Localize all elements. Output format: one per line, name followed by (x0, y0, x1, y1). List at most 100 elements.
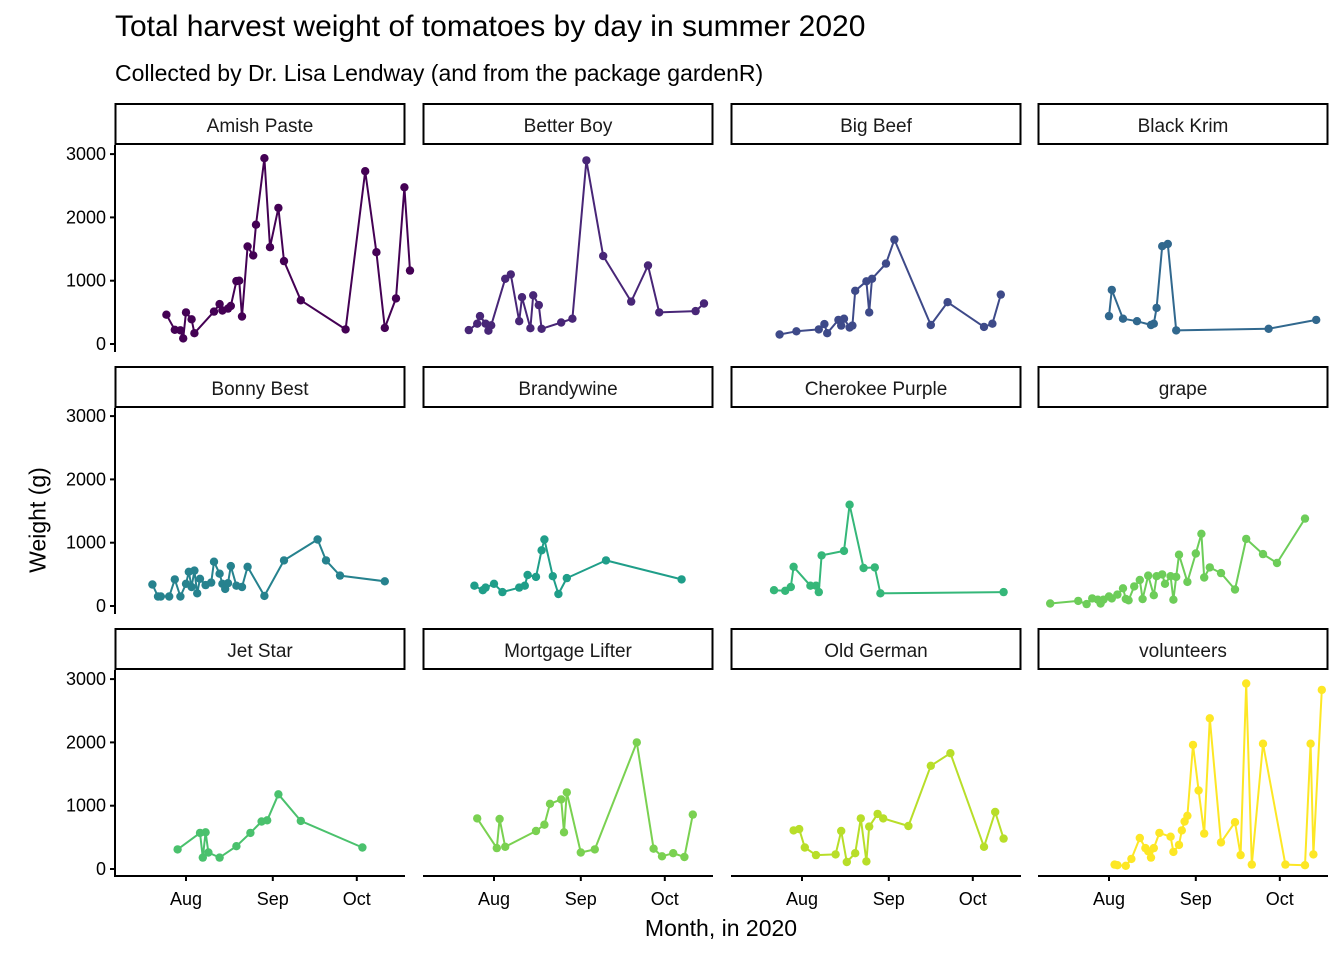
data-point (999, 587, 1008, 597)
facet-strip (1037, 628, 1329, 670)
data-point (534, 300, 543, 310)
data-point (845, 500, 854, 509)
data-point (215, 569, 224, 578)
facet-strip-label: Bonny Best (211, 379, 309, 400)
facet-strip (114, 366, 406, 408)
data-point (341, 325, 350, 334)
x-tick-label: Aug (478, 889, 510, 909)
data-point (361, 167, 370, 176)
data-point (856, 814, 865, 823)
data-point (1118, 314, 1128, 323)
data-point (226, 561, 235, 571)
data-point (1247, 860, 1257, 869)
data-point (769, 586, 779, 595)
data-point (800, 843, 809, 852)
y-tick-label: 3000 (66, 406, 106, 426)
x-tick-label: Aug (786, 889, 818, 909)
data-point (1144, 571, 1153, 580)
data-point (193, 589, 202, 598)
data-point (865, 822, 874, 831)
data-point (215, 299, 224, 309)
data-point (517, 293, 527, 302)
data-point (1300, 514, 1310, 523)
facet-strip (730, 103, 1022, 145)
data-point (209, 307, 219, 316)
series-line (1050, 518, 1306, 606)
data-point (775, 330, 784, 339)
data-point (1177, 826, 1187, 835)
data-point (190, 329, 199, 338)
data-point (988, 319, 997, 328)
data-point (582, 156, 591, 165)
data-point (979, 322, 989, 332)
data-point (260, 591, 269, 601)
data-point (1230, 818, 1240, 827)
facet-strip-label: Old German (824, 641, 927, 662)
data-point (1309, 850, 1318, 859)
data-point (873, 809, 882, 819)
facet-strip-label: Big Beef (840, 116, 913, 137)
x-tick-label: Aug (170, 889, 202, 909)
data-point (313, 535, 322, 544)
data-point (1281, 860, 1290, 869)
data-point (487, 321, 496, 330)
facet-strip-label: Better Boy (524, 116, 613, 137)
data-point (1317, 685, 1327, 695)
data-point (296, 296, 305, 305)
data-point (1163, 239, 1173, 249)
data-point (235, 276, 244, 285)
data-point (814, 587, 823, 597)
data-point (839, 546, 849, 556)
data-point (204, 848, 213, 857)
x-tick-label: Sep (1180, 889, 1212, 909)
data-point (1107, 285, 1117, 295)
data-point (1121, 861, 1131, 870)
data-point (1200, 573, 1209, 582)
data-point (1205, 563, 1215, 572)
data-point (1230, 585, 1240, 594)
x-tick-label: Sep (873, 889, 905, 909)
data-point (515, 317, 524, 326)
facet-strip (1037, 103, 1329, 145)
data-point (632, 738, 641, 747)
data-point (190, 566, 199, 575)
data-point (380, 323, 389, 333)
data-point (655, 308, 664, 317)
data-point (526, 324, 535, 333)
data-point (523, 570, 532, 580)
data-point (831, 850, 840, 859)
data-point (1264, 324, 1273, 333)
data-point (187, 582, 196, 592)
data-point (473, 814, 482, 823)
x-tick-label: Oct (1266, 889, 1294, 909)
data-point (537, 324, 546, 333)
y-tick-label: 0 (96, 859, 106, 879)
data-point (251, 220, 261, 229)
data-point (1216, 568, 1226, 578)
data-point (237, 582, 247, 592)
data-point (1155, 828, 1164, 838)
x-tick-label: Oct (959, 889, 987, 909)
data-point (1135, 575, 1145, 585)
data-point (1300, 861, 1310, 870)
data-point (296, 816, 305, 826)
facet-strip-label: grape (1159, 379, 1208, 400)
data-point (649, 844, 658, 853)
data-point (576, 848, 585, 857)
data-point (795, 824, 804, 834)
data-point (1188, 740, 1198, 750)
data-point (165, 592, 174, 601)
data-point (865, 308, 874, 317)
data-point (249, 251, 258, 260)
data-point (470, 581, 479, 590)
data-point (1172, 572, 1181, 582)
data-point (1169, 595, 1178, 604)
data-point (554, 589, 563, 599)
data-point (823, 329, 832, 338)
series-line (793, 752, 1005, 863)
data-point (1074, 596, 1083, 606)
data-point (1149, 319, 1159, 328)
data-point (475, 311, 485, 321)
data-point (548, 572, 557, 581)
